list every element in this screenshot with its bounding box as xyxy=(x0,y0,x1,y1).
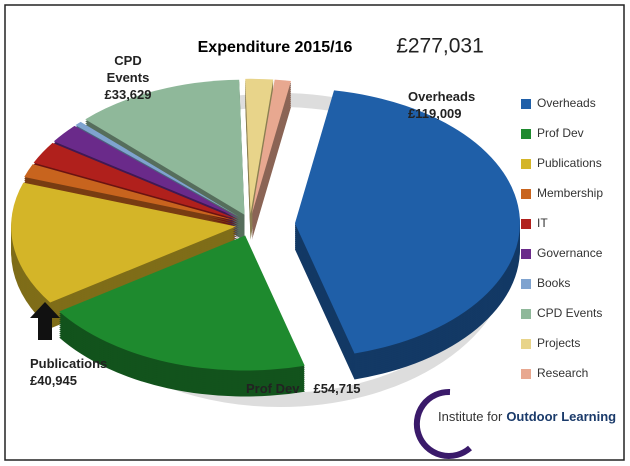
slice-side xyxy=(251,101,291,236)
slice xyxy=(53,125,240,218)
slice-side xyxy=(251,93,291,228)
legend-swatch xyxy=(521,369,531,379)
callout-value: £40,945 xyxy=(30,373,77,388)
callout-name: Prof Dev xyxy=(246,381,300,396)
total-label: £277,031 xyxy=(396,35,484,58)
logo-mark xyxy=(413,388,472,459)
callout-name: CPD Events xyxy=(106,53,150,85)
legend-label: Books xyxy=(537,276,570,290)
slice-side xyxy=(251,87,291,222)
slice xyxy=(24,164,238,221)
slice-side xyxy=(251,97,291,232)
logo-prefix: Institute for xyxy=(438,409,503,424)
legend-swatch xyxy=(521,189,531,199)
callout-value: £119,009 xyxy=(408,106,462,121)
legend-label: Prof Dev xyxy=(537,126,584,140)
chart-title: Expenditure 2015/16 xyxy=(198,39,353,56)
slice xyxy=(85,79,245,215)
legend-swatch xyxy=(521,339,531,349)
legend-label: Overheads xyxy=(537,96,596,110)
callout-name: Publications xyxy=(30,356,108,371)
slice xyxy=(59,235,305,371)
arrow xyxy=(30,302,60,340)
slice xyxy=(294,90,520,354)
slice xyxy=(75,121,240,218)
callout-name: Overheads xyxy=(408,89,476,104)
slice-side xyxy=(251,95,291,230)
callout: Publications £40,945 xyxy=(30,355,107,389)
slice-side xyxy=(251,103,291,238)
legend-swatch xyxy=(521,159,531,169)
logo-text: Institute for Outdoor Learning xyxy=(438,409,616,424)
legend-label: IT xyxy=(537,216,548,230)
slice-side xyxy=(251,85,291,220)
legend-swatch xyxy=(521,279,531,289)
legend-swatch xyxy=(521,309,531,319)
pie xyxy=(11,78,520,397)
slice-side xyxy=(251,105,291,240)
legend: Overheads Prof Dev Publications Membership I… xyxy=(521,96,603,380)
slice-side xyxy=(251,99,291,234)
slice-side xyxy=(251,91,291,226)
legend-swatch xyxy=(521,249,531,259)
logo-name: Outdoor Learning xyxy=(506,409,616,424)
slice xyxy=(245,78,274,214)
legend-label: Governance xyxy=(537,246,603,260)
slice-side xyxy=(251,81,291,216)
slice-side xyxy=(251,89,291,224)
callout-value: £33,629 xyxy=(104,87,152,102)
legend-label: Publications xyxy=(537,156,602,170)
legend-swatch xyxy=(521,99,531,109)
slice xyxy=(11,182,237,303)
slice xyxy=(33,142,238,220)
legend-label: Research xyxy=(537,366,588,380)
legend-label: Projects xyxy=(537,336,580,350)
legend-label: CPD Events xyxy=(537,306,602,320)
legend-swatch xyxy=(521,219,531,229)
slice-side xyxy=(251,83,291,218)
legend-label: Membership xyxy=(537,186,603,200)
callout: Overheads £119,009 xyxy=(408,88,475,122)
callout: Prof Dev £54,715 xyxy=(246,380,360,397)
callout-value: £54,715 xyxy=(313,381,361,396)
legend-swatch xyxy=(521,129,531,139)
slice xyxy=(251,79,291,214)
callout: CPD Events £33,629 xyxy=(98,52,158,103)
